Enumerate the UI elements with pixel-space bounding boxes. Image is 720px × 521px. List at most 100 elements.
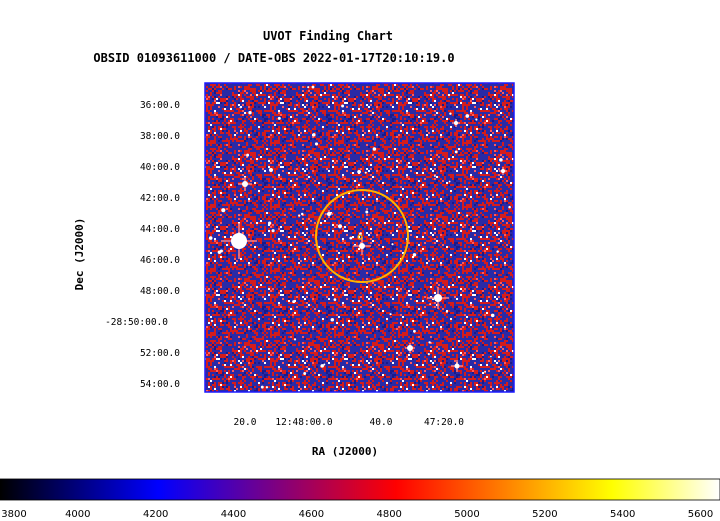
colorbar-ticks: 3800 4000 4200 4400 4600 4800 5000 5200 5400 5600 bbox=[1, 509, 713, 520]
colorbar-tick-label: 5400 bbox=[610, 509, 635, 520]
colorbar-tick-label: 5200 bbox=[532, 509, 557, 520]
image-frame bbox=[204, 82, 515, 393]
star bbox=[246, 153, 250, 157]
star-field bbox=[208, 85, 511, 389]
star bbox=[501, 169, 505, 173]
colorbar-tick-label: 4400 bbox=[221, 509, 246, 520]
star bbox=[268, 221, 272, 225]
star bbox=[208, 236, 213, 240]
star bbox=[242, 181, 248, 187]
star bbox=[407, 345, 413, 351]
star bbox=[307, 86, 310, 89]
star bbox=[508, 205, 511, 209]
y-ticks: 36:00.0 38:00.0 40:00.0 42:00.0 44:00.0 … bbox=[105, 100, 180, 390]
x-tick-label: 40.0 bbox=[370, 417, 393, 428]
x-tick-label: 20.0 bbox=[234, 417, 257, 428]
star bbox=[484, 370, 487, 373]
star bbox=[265, 386, 269, 389]
colorbar-tick-label: 5000 bbox=[454, 509, 479, 520]
y-tick-label: 44:00.0 bbox=[140, 224, 180, 235]
colorbar-tick-label: 5600 bbox=[688, 509, 713, 520]
image-noise bbox=[205, 83, 514, 392]
x-axis-label: RA (J2000) bbox=[312, 445, 378, 458]
star bbox=[428, 341, 431, 344]
star bbox=[465, 114, 470, 118]
chart-title: UVOT Finding Chart bbox=[263, 29, 393, 43]
star bbox=[391, 243, 394, 246]
star bbox=[260, 385, 264, 389]
star bbox=[314, 142, 319, 146]
star bbox=[359, 243, 365, 249]
star bbox=[341, 104, 345, 108]
star bbox=[298, 214, 301, 217]
colorbar-gradient bbox=[0, 478, 720, 501]
y-axis-label: Dec (J2000) bbox=[73, 218, 86, 291]
star bbox=[427, 353, 430, 356]
y-tick-label: -28:50:00.0 bbox=[105, 317, 168, 328]
star bbox=[434, 175, 436, 177]
star bbox=[300, 212, 304, 216]
star bbox=[475, 118, 478, 121]
star bbox=[311, 85, 315, 89]
star bbox=[293, 338, 297, 341]
y-tick-label: 46:00.0 bbox=[140, 255, 180, 266]
y-tick-label: 52:00.0 bbox=[140, 348, 180, 359]
colorbar-tick-label: 4000 bbox=[65, 509, 90, 520]
star bbox=[445, 310, 449, 313]
star bbox=[448, 180, 451, 183]
star bbox=[323, 363, 326, 366]
star bbox=[333, 298, 337, 301]
x-tick-label: 12:48:00.0 bbox=[275, 417, 332, 428]
star bbox=[239, 106, 242, 109]
y-tick-label: 38:00.0 bbox=[140, 131, 180, 142]
star bbox=[434, 294, 442, 302]
star bbox=[327, 212, 331, 216]
colorbar-tick-label: 4200 bbox=[143, 509, 168, 520]
star bbox=[496, 250, 499, 253]
y-tick-label: 48:00.0 bbox=[140, 286, 180, 297]
star bbox=[221, 208, 226, 213]
source-region-circle bbox=[315, 189, 409, 283]
star bbox=[248, 111, 252, 115]
star bbox=[231, 233, 247, 249]
star bbox=[454, 150, 458, 154]
chart-subtitle: OBSID 01093611000 / DATE-OBS 2022-01-17T… bbox=[93, 51, 454, 65]
star bbox=[412, 253, 417, 257]
sky-image bbox=[204, 82, 515, 393]
y-tick-label: 54:00.0 bbox=[140, 379, 180, 390]
star bbox=[454, 121, 458, 125]
star bbox=[269, 168, 273, 172]
x-tick-label: 47:20.0 bbox=[424, 417, 464, 428]
star bbox=[490, 355, 492, 358]
star bbox=[466, 214, 469, 217]
star bbox=[490, 313, 495, 318]
star bbox=[429, 303, 431, 305]
star bbox=[277, 116, 281, 120]
star bbox=[349, 236, 353, 240]
source-position-dot bbox=[357, 234, 363, 240]
star bbox=[449, 112, 452, 115]
source-marker bbox=[315, 189, 409, 283]
colorbar: 3800 4000 4200 4400 4600 4800 5000 5200 5400 5600 bbox=[0, 478, 720, 520]
star bbox=[499, 158, 503, 162]
star bbox=[312, 133, 316, 137]
star bbox=[337, 224, 343, 229]
star bbox=[364, 171, 367, 174]
star bbox=[330, 317, 335, 322]
star bbox=[454, 363, 460, 369]
star bbox=[217, 250, 222, 254]
star bbox=[303, 372, 307, 375]
star bbox=[271, 229, 275, 233]
x-ticks: 20.0 12:48:00.0 40.0 47:20.0 bbox=[234, 417, 465, 428]
y-tick-label: 42:00.0 bbox=[140, 193, 180, 204]
colorbar-tick-label: 4800 bbox=[376, 509, 401, 520]
star bbox=[210, 319, 214, 323]
star bbox=[292, 300, 296, 304]
star bbox=[320, 364, 324, 368]
star bbox=[372, 147, 377, 151]
colorbar-tick-label: 3800 bbox=[1, 509, 26, 520]
star bbox=[357, 169, 361, 174]
y-tick-label: 40:00.0 bbox=[140, 162, 180, 173]
star bbox=[365, 210, 369, 214]
